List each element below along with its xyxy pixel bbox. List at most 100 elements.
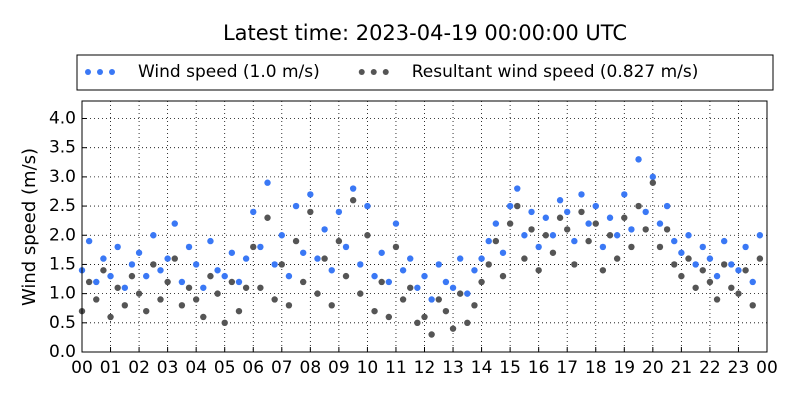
- data-point: [699, 267, 706, 274]
- data-point: [414, 319, 421, 327]
- data-point: [342, 243, 350, 251]
- data-point: [107, 272, 114, 280]
- data-point: [713, 296, 721, 303]
- data-point: [342, 272, 350, 280]
- data-point: [235, 307, 243, 315]
- data-point: [264, 179, 271, 186]
- data-point: [749, 302, 756, 309]
- data-point: [564, 226, 571, 233]
- x-tick-label: 15: [499, 358, 521, 378]
- data-point: [571, 237, 578, 245]
- data-point: [385, 313, 393, 321]
- data-point: [471, 267, 478, 274]
- x-tick-label: 03: [157, 358, 179, 378]
- x-tick-label: 06: [242, 358, 264, 378]
- data-point: [385, 278, 393, 286]
- data-point: [399, 296, 407, 303]
- data-point: [399, 267, 407, 274]
- legend-marker: [85, 69, 91, 75]
- data-point: [578, 191, 585, 198]
- data-point: [435, 296, 442, 303]
- data-point: [592, 202, 599, 210]
- data-point: [492, 237, 500, 245]
- data-point: [421, 313, 428, 321]
- data-point: [392, 243, 400, 251]
- data-point: [414, 284, 421, 291]
- data-point: [556, 197, 564, 204]
- data-point: [542, 232, 550, 239]
- data-point: [642, 226, 649, 233]
- data-point: [335, 208, 343, 216]
- data-point: [192, 296, 200, 303]
- x-tick-label: 09: [328, 358, 350, 378]
- data-point: [285, 302, 293, 309]
- data-point: [364, 232, 371, 239]
- data-point: [663, 202, 671, 210]
- x-tick-label: 18: [585, 358, 607, 378]
- data-point: [606, 214, 614, 221]
- data-point: [135, 249, 143, 256]
- data-point: [371, 272, 378, 280]
- data-point: [720, 261, 728, 268]
- data-point: [85, 278, 93, 286]
- data-point: [314, 290, 321, 297]
- data-point: [720, 237, 728, 245]
- data-point: [250, 243, 257, 251]
- data-point: [585, 237, 592, 245]
- data-point: [378, 278, 385, 286]
- data-point: [542, 214, 550, 221]
- data-point: [556, 214, 564, 221]
- x-tick-label: 01: [100, 358, 122, 378]
- data-point: [242, 255, 250, 262]
- x-tick-label: 04: [185, 358, 207, 378]
- x-tick-label: 20: [642, 358, 664, 378]
- data-point: [178, 302, 186, 309]
- data-point: [228, 249, 236, 256]
- data-point: [221, 319, 228, 327]
- legend-label: Resultant wind speed (0.827 m/s): [412, 62, 699, 82]
- x-tick-label: 14: [471, 358, 493, 378]
- data-point: [207, 272, 214, 280]
- data-point: [207, 237, 214, 245]
- data-point: [706, 278, 714, 286]
- data-point: [242, 284, 250, 291]
- data-point: [735, 290, 742, 297]
- data-point: [200, 313, 207, 321]
- legend-marker: [109, 69, 115, 75]
- data-point: [678, 272, 685, 280]
- data-point: [456, 255, 464, 262]
- data-point: [407, 255, 414, 262]
- data-point: [449, 284, 457, 291]
- x-tick-label: 00: [756, 358, 778, 378]
- data-point: [442, 307, 450, 315]
- data-point: [535, 267, 542, 274]
- data-point: [485, 237, 492, 245]
- y-tick-label: 2.5: [49, 196, 76, 216]
- data-point: [728, 261, 735, 268]
- data-point: [128, 272, 136, 280]
- data-point: [314, 255, 321, 262]
- data-point: [621, 191, 628, 198]
- data-point: [192, 261, 200, 268]
- data-point: [278, 261, 285, 268]
- data-point: [150, 232, 157, 239]
- data-point: [499, 272, 507, 280]
- data-point: [435, 261, 442, 268]
- data-point: [299, 278, 307, 286]
- data-point: [663, 226, 671, 233]
- data-point: [735, 267, 742, 274]
- data-point: [549, 232, 557, 239]
- data-point: [571, 261, 578, 268]
- data-point: [628, 226, 635, 233]
- data-point: [592, 220, 599, 227]
- data-point: [214, 290, 221, 297]
- legend-marker: [358, 69, 365, 75]
- data-point: [642, 208, 649, 216]
- data-point: [606, 232, 614, 239]
- data-point: [613, 232, 621, 239]
- plot-area: [82, 101, 767, 352]
- data-point: [692, 261, 699, 268]
- data-point: [671, 261, 678, 268]
- data-point: [292, 202, 300, 210]
- data-point: [364, 202, 371, 210]
